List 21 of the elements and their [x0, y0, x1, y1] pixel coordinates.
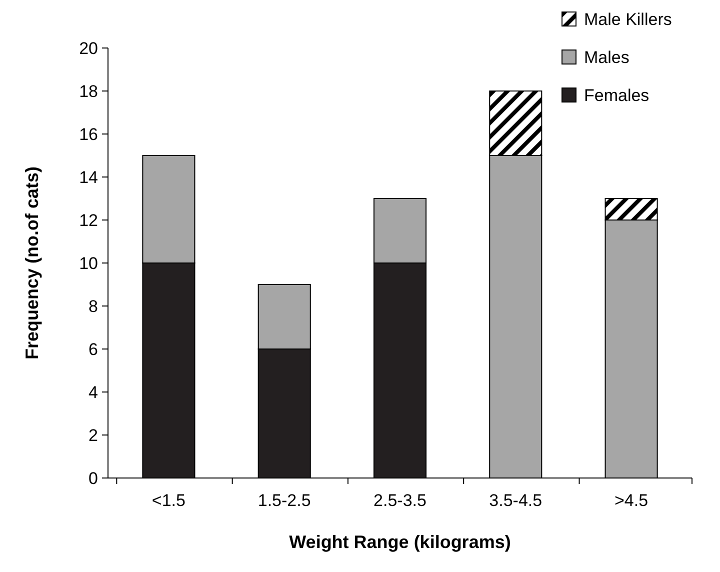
y-tick-label: 6 [88, 340, 98, 359]
y-tick-label: 0 [88, 468, 98, 488]
y-tick-label: 4 [88, 382, 98, 402]
x-axis-title: Weight Range (kilograms) [289, 532, 511, 552]
y-tick-label: 8 [88, 296, 98, 316]
y-tick-label: 20 [79, 38, 98, 58]
y-tick-label: 16 [79, 124, 98, 144]
x-tick-label: <1.5 [152, 491, 186, 510]
legend-label: Females [584, 86, 650, 105]
legend-label: Male Killers [584, 10, 672, 29]
y-tick-label: 10 [79, 254, 98, 273]
y-tick-label: 12 [79, 210, 98, 230]
y-tick-label: 18 [79, 82, 98, 101]
y-tick-label: 2 [88, 426, 98, 445]
x-tick-label: 2.5-3.5 [374, 491, 426, 510]
x-tick-label: >4.5 [614, 491, 648, 510]
y-tick-label: 14 [79, 168, 98, 187]
x-tick-label: 3.5-4.5 [489, 491, 542, 510]
y-axis-title: Frequency (no.of cats) [22, 166, 42, 360]
x-tick-label: 1.5-2.5 [258, 491, 311, 510]
legend-label: Males [584, 48, 630, 67]
